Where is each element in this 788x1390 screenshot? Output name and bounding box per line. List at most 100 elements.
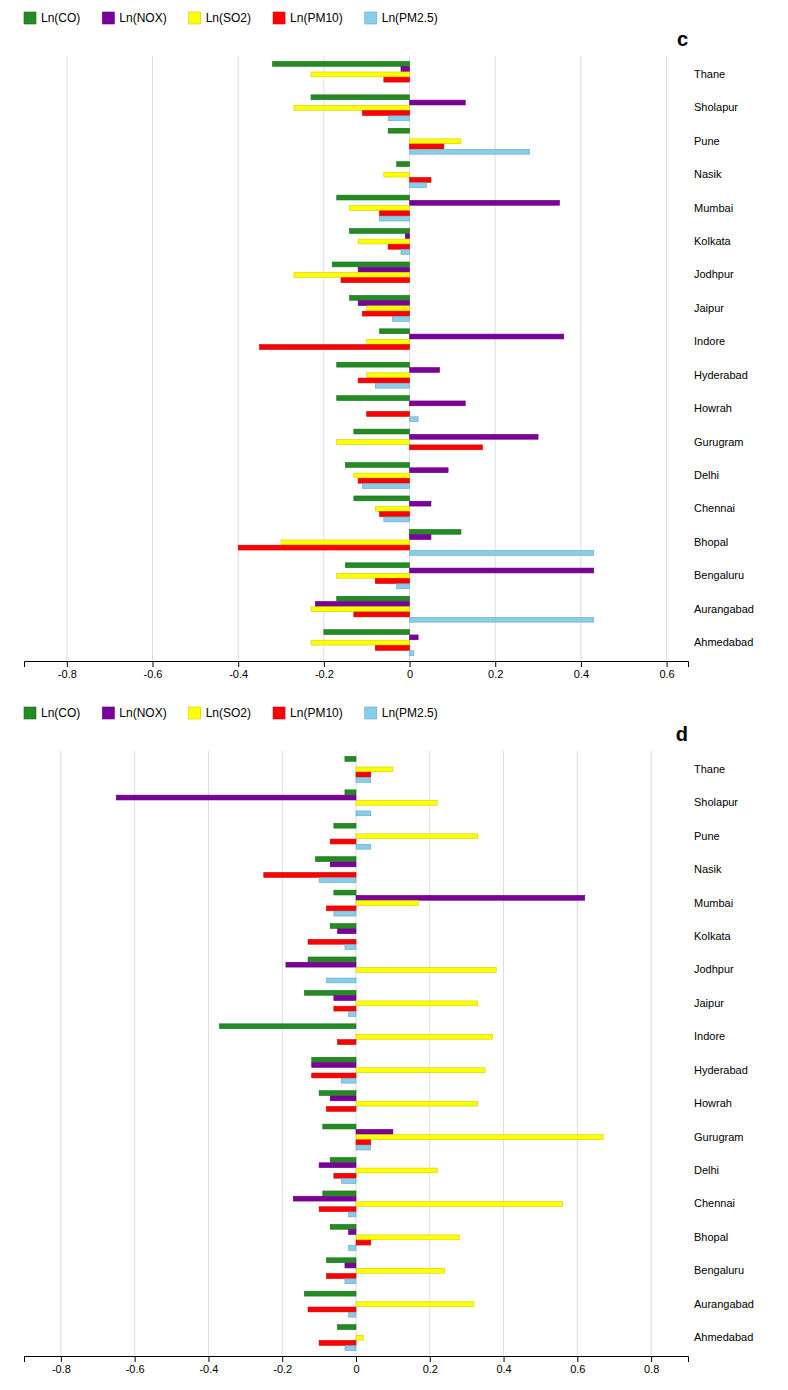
legend-label: Ln(SO2) xyxy=(206,706,251,720)
bar xyxy=(356,806,357,811)
legend-swatch xyxy=(365,707,377,719)
x-tick-mark xyxy=(667,661,668,667)
bar xyxy=(362,111,409,116)
x-tick-label: 0.4 xyxy=(496,1363,511,1375)
bar xyxy=(281,540,410,545)
y-tick-label: Pune xyxy=(694,135,720,147)
legend-label: Ln(NOX) xyxy=(119,11,166,25)
bar xyxy=(397,584,410,589)
bar xyxy=(323,1191,356,1196)
bar xyxy=(356,1240,371,1245)
x-tick-label: -0.8 xyxy=(52,1363,71,1375)
x-tick: -0.6 xyxy=(144,661,163,680)
bar xyxy=(308,939,356,944)
bar xyxy=(356,777,371,782)
bar xyxy=(334,890,356,895)
y-tick-label: Ahmedabad xyxy=(694,1331,753,1343)
grid-line xyxy=(503,751,504,1356)
bar xyxy=(345,563,409,568)
bar xyxy=(334,911,356,916)
legend-label: Ln(SO2) xyxy=(206,11,251,25)
legend-item: Ln(PM10) xyxy=(273,11,343,25)
x-tick: 0.8 xyxy=(644,1356,659,1375)
bar xyxy=(410,535,431,540)
y-tick: Indore xyxy=(688,335,725,347)
x-tick-label: 0.2 xyxy=(423,1363,438,1375)
bar xyxy=(337,573,410,578)
bar xyxy=(384,517,410,522)
bar xyxy=(345,756,356,761)
bar xyxy=(356,1302,474,1307)
bar xyxy=(367,339,410,344)
legend-label: Ln(PM2.5) xyxy=(382,11,438,25)
panel-title: c xyxy=(677,28,688,50)
bar xyxy=(356,1068,485,1073)
legend-item: Ln(PM2.5) xyxy=(365,11,438,25)
bar xyxy=(356,1135,603,1140)
bar xyxy=(334,1006,356,1011)
x-tick-mark xyxy=(238,661,239,667)
x-tick-label: 0 xyxy=(407,668,413,680)
legend-swatch xyxy=(273,707,285,719)
y-tick-label: Nasik xyxy=(694,168,722,180)
x-tick-label: -0.6 xyxy=(144,668,163,680)
y-tick-label: Chennai xyxy=(694,1197,735,1209)
bar-series xyxy=(281,72,461,645)
bar xyxy=(356,1235,459,1240)
legend-swatch xyxy=(365,12,377,24)
y-tick: Howrah xyxy=(688,1097,732,1109)
bar xyxy=(326,906,356,911)
legend-label: Ln(PM10) xyxy=(290,706,343,720)
legend-swatch xyxy=(273,12,285,24)
y-axis: ThaneSholapurPuneNasikMumbaiKolkataJodhp… xyxy=(688,68,754,648)
x-tick-label: 0.2 xyxy=(488,668,503,680)
bar-series xyxy=(116,795,584,1268)
bar xyxy=(367,411,410,416)
x-tick: -0.2 xyxy=(315,661,334,680)
grid-line xyxy=(152,56,153,661)
bar xyxy=(380,211,410,216)
x-tick: -0.8 xyxy=(58,661,77,680)
bar xyxy=(337,362,410,367)
x-axis-line xyxy=(25,1357,689,1363)
bar xyxy=(334,823,356,828)
bar xyxy=(315,857,356,862)
bar xyxy=(338,1325,356,1330)
grid-line xyxy=(651,751,652,1356)
bar xyxy=(354,429,410,434)
y-tick-label: Bhopal xyxy=(694,1231,728,1243)
bar xyxy=(345,1346,356,1351)
bar xyxy=(358,378,409,383)
bar xyxy=(220,1024,356,1029)
bar xyxy=(410,635,419,640)
bar xyxy=(356,1101,478,1106)
y-tick: Delhi xyxy=(688,469,719,481)
y-tick-label: Sholapur xyxy=(694,796,738,808)
legend: Ln(CO)Ln(NOX)Ln(SO2)Ln(PM10)Ln(PM2.5) xyxy=(24,11,438,25)
bar xyxy=(409,406,410,411)
bar xyxy=(356,1034,492,1039)
bar xyxy=(409,450,410,455)
y-tick-label: Sholapur xyxy=(694,101,738,113)
y-tick: Mumbai xyxy=(688,897,733,909)
y-tick: Pune xyxy=(688,135,720,147)
bar xyxy=(349,1312,356,1317)
bar xyxy=(319,878,356,883)
bar xyxy=(350,229,410,234)
legend-item: Ln(NOX) xyxy=(102,706,166,720)
bar xyxy=(356,973,357,978)
y-tick-label: Kolkata xyxy=(694,930,732,942)
grid-line xyxy=(577,751,578,1356)
y-tick: Gurugram xyxy=(688,436,744,448)
x-tick: -0.4 xyxy=(199,1356,218,1375)
bar xyxy=(375,579,409,584)
y-tick-label: Howrah xyxy=(694,402,732,414)
bar xyxy=(345,1263,356,1268)
bar xyxy=(356,1201,563,1206)
bar xyxy=(330,1158,356,1163)
y-tick: Jodhpur xyxy=(688,963,734,975)
bar xyxy=(345,790,356,795)
bar xyxy=(349,1245,356,1250)
bar xyxy=(410,445,483,450)
bar xyxy=(294,273,410,278)
